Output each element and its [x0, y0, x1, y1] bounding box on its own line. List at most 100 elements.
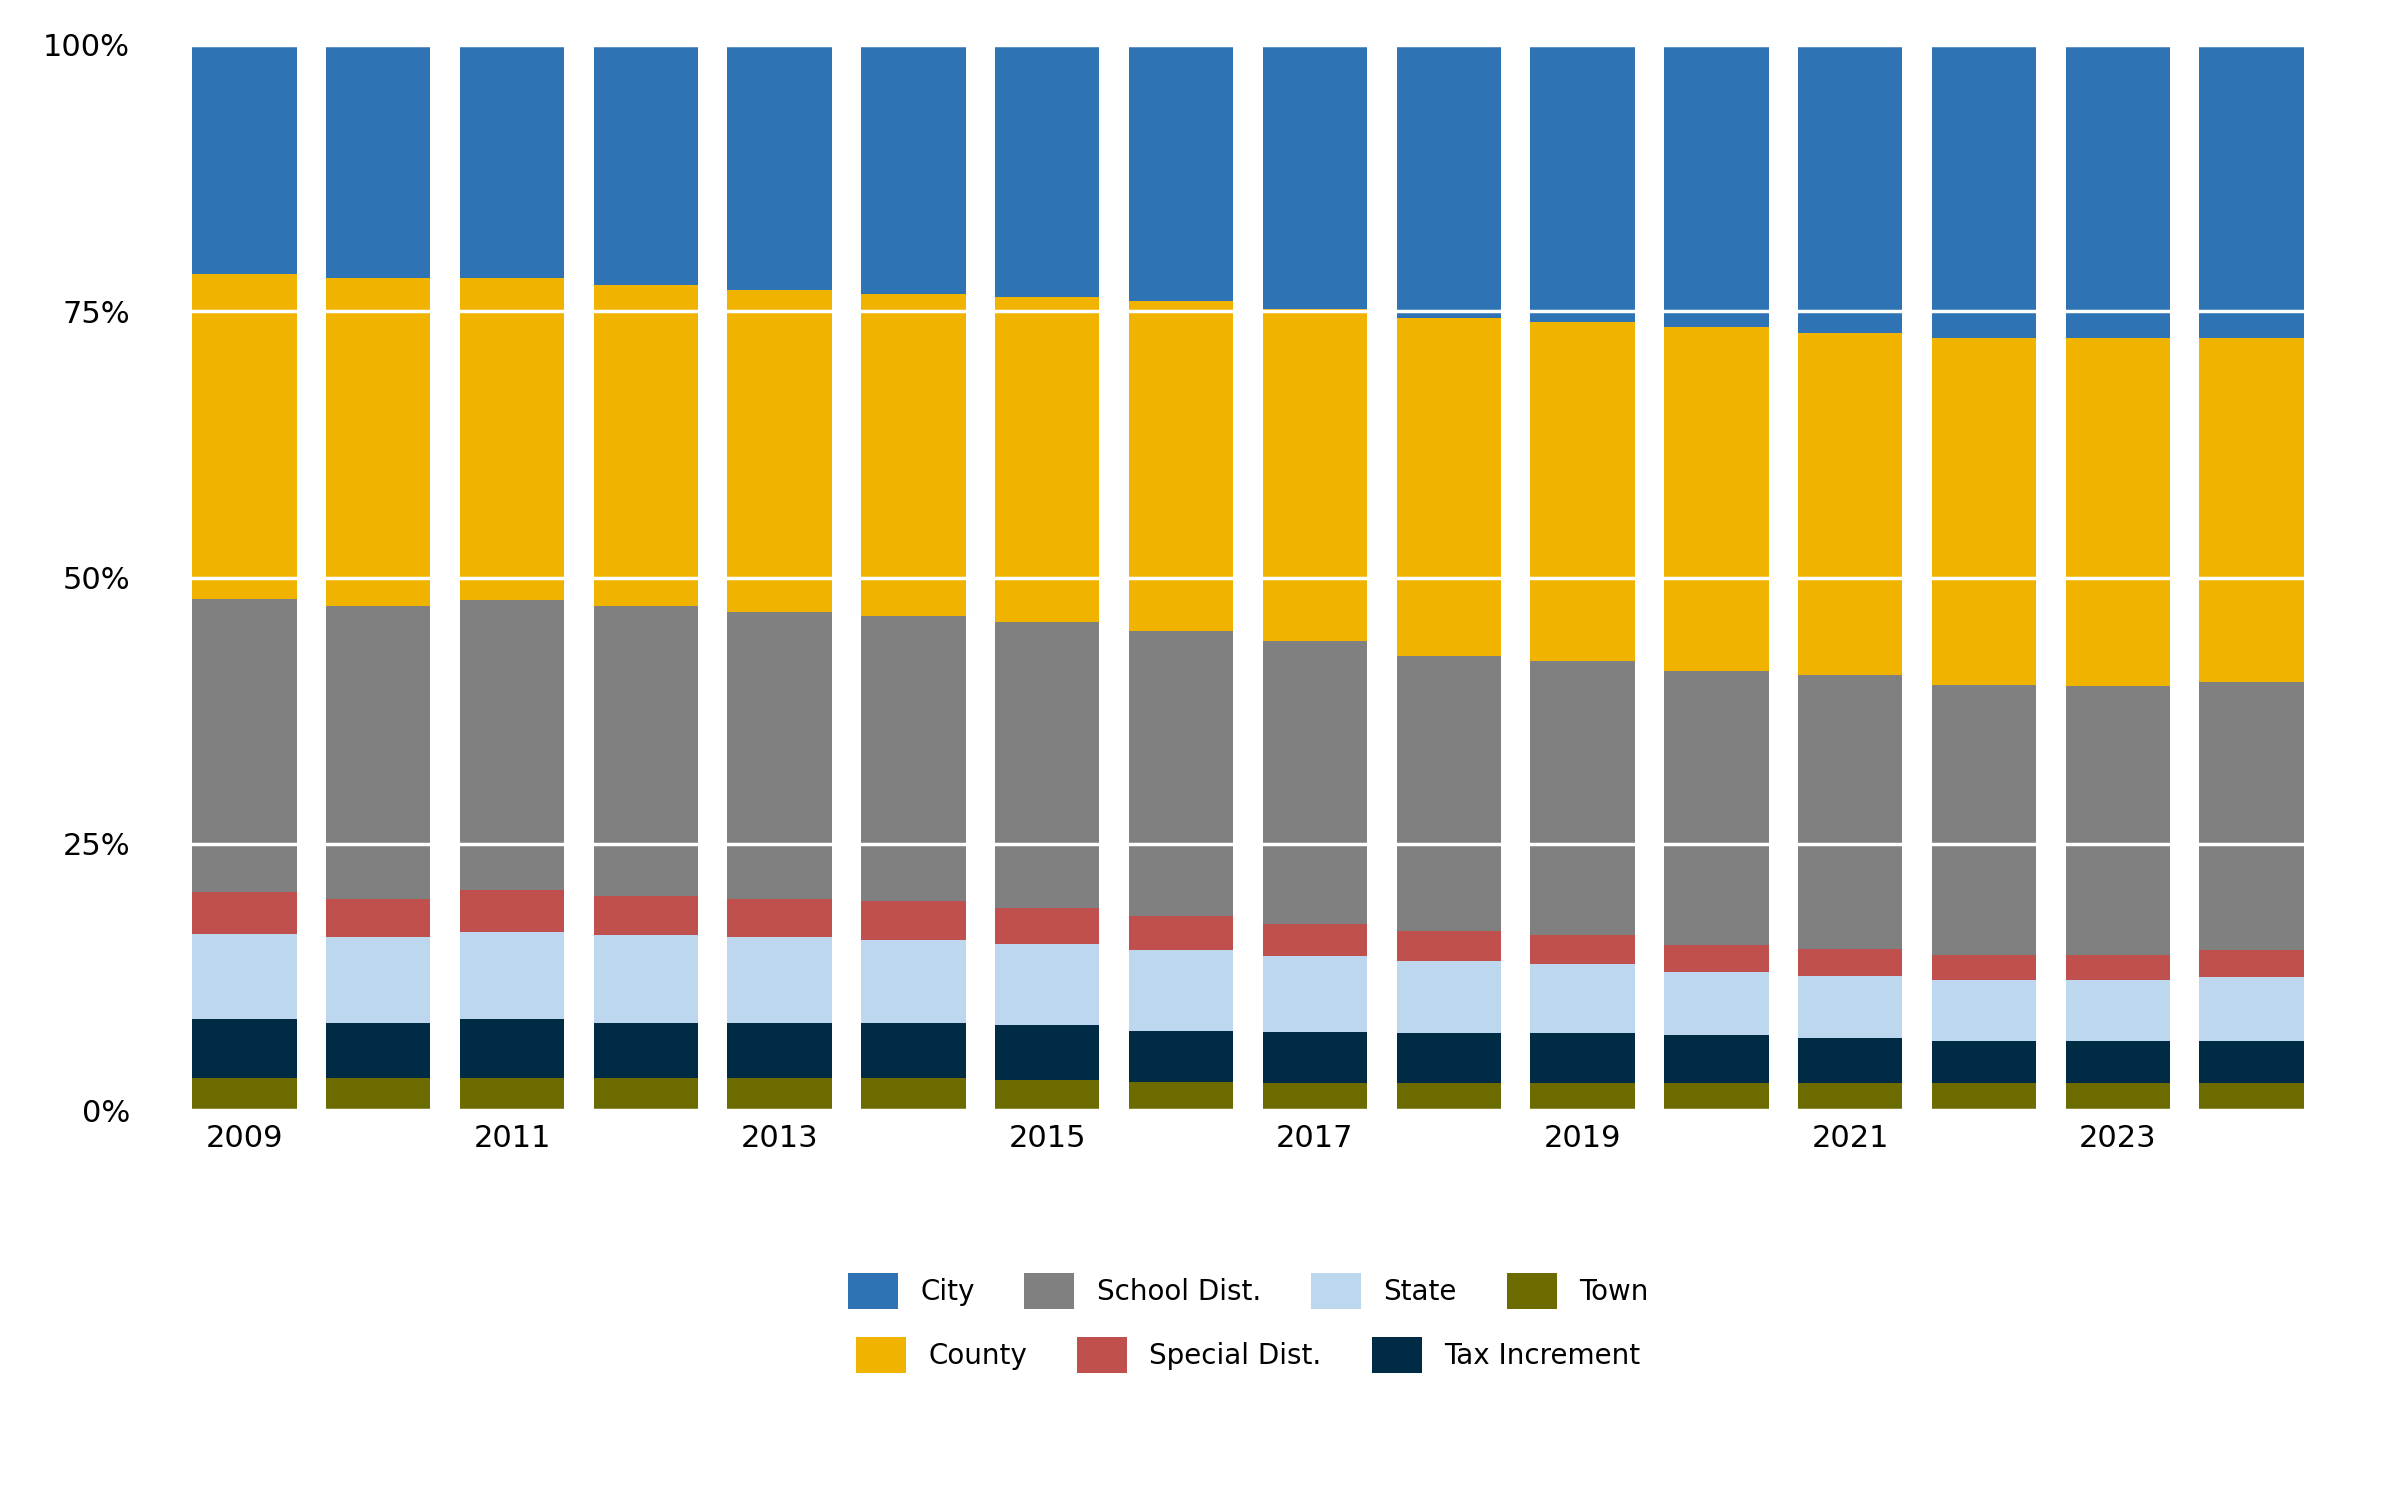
Bar — [192, 934, 298, 1020]
Bar — [1932, 1041, 2035, 1083]
Bar — [862, 1023, 965, 1078]
Bar — [996, 297, 1099, 622]
Bar — [1128, 45, 1234, 300]
Bar — [1531, 964, 1634, 1034]
Bar — [727, 898, 833, 938]
Bar — [727, 45, 833, 290]
Bar — [1128, 916, 1234, 951]
Bar — [593, 1078, 698, 1110]
Bar — [996, 622, 1099, 908]
Bar — [326, 898, 430, 938]
Bar — [727, 938, 833, 1023]
Bar — [461, 45, 564, 278]
Bar — [1663, 945, 1769, 972]
Bar — [862, 45, 965, 294]
Bar — [461, 932, 564, 1020]
Legend: County, Special Dist., Tax Increment: County, Special Dist., Tax Increment — [845, 1326, 1651, 1384]
Bar — [996, 908, 1099, 944]
Bar — [1798, 1038, 1903, 1083]
Bar — [461, 1078, 564, 1110]
Bar — [996, 45, 1099, 297]
Bar — [862, 902, 965, 939]
Bar — [326, 1078, 430, 1110]
Bar — [1531, 1083, 1634, 1110]
Bar — [1663, 45, 1769, 327]
Bar — [862, 1078, 965, 1110]
Bar — [1128, 951, 1234, 1030]
Bar — [326, 45, 430, 278]
Bar — [1798, 950, 1903, 976]
Bar — [2198, 951, 2304, 976]
Bar — [1128, 1030, 1234, 1083]
Bar — [1262, 309, 1368, 642]
Bar — [1262, 45, 1368, 309]
Bar — [192, 891, 298, 934]
Bar — [996, 1080, 1099, 1110]
Bar — [461, 890, 564, 932]
Bar — [1262, 1032, 1368, 1083]
Bar — [862, 616, 965, 902]
Bar — [1397, 1034, 1500, 1083]
Bar — [1932, 980, 2035, 1041]
Bar — [192, 598, 298, 891]
Bar — [2066, 1083, 2170, 1110]
Bar — [593, 936, 698, 1023]
Bar — [1397, 932, 1500, 962]
Bar — [996, 1024, 1099, 1080]
Bar — [2198, 338, 2304, 682]
Bar — [1128, 630, 1234, 916]
Bar — [996, 944, 1099, 1024]
Bar — [2198, 1041, 2304, 1083]
Bar — [862, 294, 965, 616]
Bar — [1531, 936, 1634, 964]
Bar — [192, 274, 298, 598]
Bar — [1932, 45, 2035, 338]
Bar — [1531, 660, 1634, 936]
Bar — [1531, 45, 1634, 322]
Bar — [1397, 45, 1500, 318]
Bar — [1932, 954, 2035, 980]
Bar — [1798, 976, 1903, 1038]
Bar — [461, 600, 564, 890]
Bar — [1932, 1083, 2035, 1110]
Bar — [1262, 956, 1368, 1032]
Bar — [2066, 338, 2170, 686]
Bar — [1663, 327, 1769, 670]
Bar — [727, 612, 833, 898]
Bar — [1932, 686, 2035, 954]
Bar — [1531, 1034, 1634, 1083]
Bar — [326, 1023, 430, 1078]
Bar — [2198, 682, 2304, 951]
Bar — [326, 278, 430, 606]
Bar — [1128, 300, 1234, 630]
Bar — [2198, 45, 2304, 338]
Bar — [1397, 657, 1500, 932]
Bar — [1531, 322, 1634, 660]
Bar — [192, 1020, 298, 1078]
Bar — [326, 938, 430, 1023]
Bar — [1798, 1083, 1903, 1110]
Bar — [1262, 924, 1368, 956]
Bar — [593, 1023, 698, 1078]
Bar — [461, 1020, 564, 1078]
Bar — [1397, 1083, 1500, 1110]
Bar — [727, 1023, 833, 1078]
Bar — [1798, 45, 1903, 333]
Bar — [727, 1078, 833, 1110]
Bar — [1932, 338, 2035, 686]
Bar — [1397, 318, 1500, 657]
Bar — [2066, 980, 2170, 1041]
Bar — [1262, 1083, 1368, 1110]
Bar — [862, 939, 965, 1023]
Bar — [1663, 670, 1769, 945]
Bar — [1663, 1035, 1769, 1083]
Bar — [1397, 962, 1500, 1034]
Bar — [1798, 675, 1903, 950]
Bar — [2066, 1041, 2170, 1083]
Bar — [593, 606, 698, 896]
Bar — [2066, 686, 2170, 954]
Bar — [1663, 972, 1769, 1035]
Bar — [1262, 642, 1368, 924]
Bar — [593, 45, 698, 285]
Bar — [326, 606, 430, 898]
